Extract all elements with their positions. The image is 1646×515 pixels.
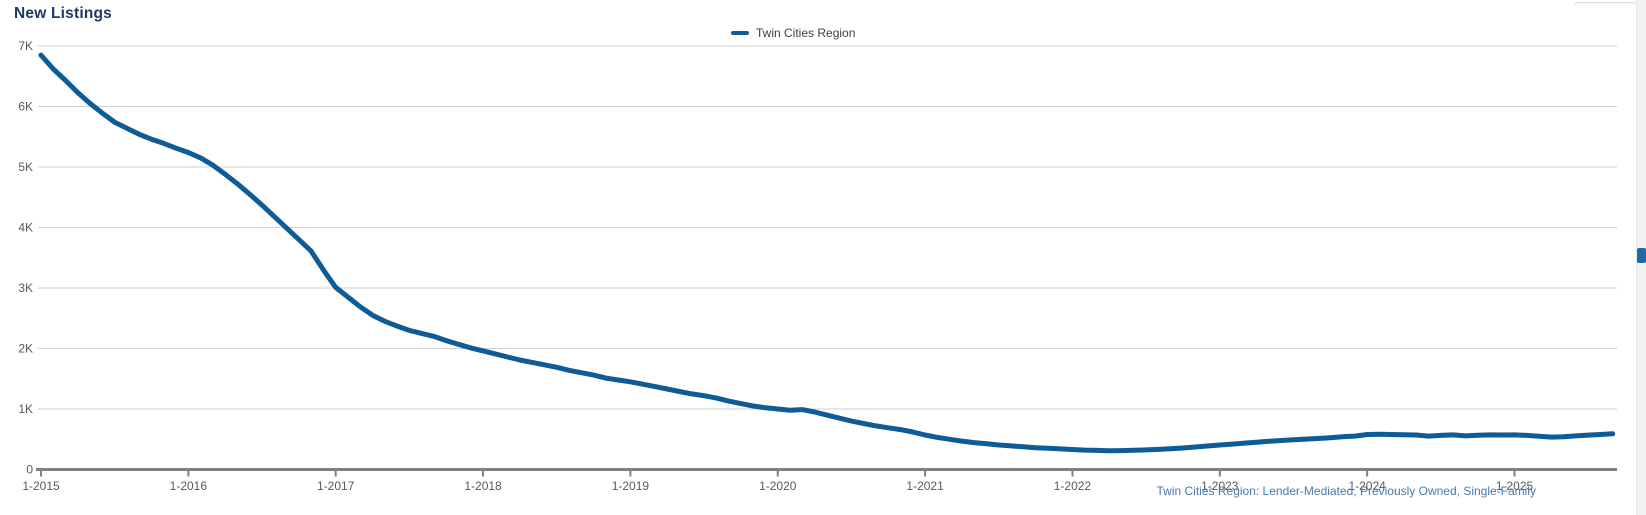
chart-footnote: Twin Cities Region: Lender-Mediated, Pre… [1156,484,1537,498]
y-axis-label: 0 [26,463,33,477]
x-axis-label: 1-2023 [1201,479,1239,493]
y-axis-label: 2K [18,342,33,356]
x-axis-label: 1-2025 [1496,479,1534,493]
series-line[interactable] [38,52,1616,454]
y-axis-label: 6K [18,100,33,114]
x-axis-label: 1-2015 [22,479,60,493]
y-axis-label: 5K [18,160,33,174]
scrollbar-track[interactable] [1636,0,1646,515]
legend-item-twin-cities-region[interactable]: Twin Cities Region [731,26,855,40]
legend-line-marker-icon [731,31,749,35]
x-axis-label: 1-2017 [317,479,355,493]
scrollbar-thumb[interactable] [1637,248,1646,263]
y-axis-label: 7K [18,39,33,53]
x-axis-label: 1-2021 [906,479,944,493]
y-axis-label: 1K [18,402,33,416]
x-axis-label: 1-2020 [759,479,797,493]
y-axis-label: 4K [18,221,33,235]
top-edge-ui-fragment [1574,2,1636,5]
x-axis-label: 1-2016 [170,479,208,493]
x-axis-label: 1-2024 [1348,479,1386,493]
x-axis-label: 1-2022 [1054,479,1092,493]
x-axis-label: 1-2019 [612,479,650,493]
legend-label: Twin Cities Region [756,26,856,40]
page-title: New Listings [14,5,112,22]
y-axis-label: 3K [18,281,33,295]
x-axis-label: 1-2018 [464,479,502,493]
